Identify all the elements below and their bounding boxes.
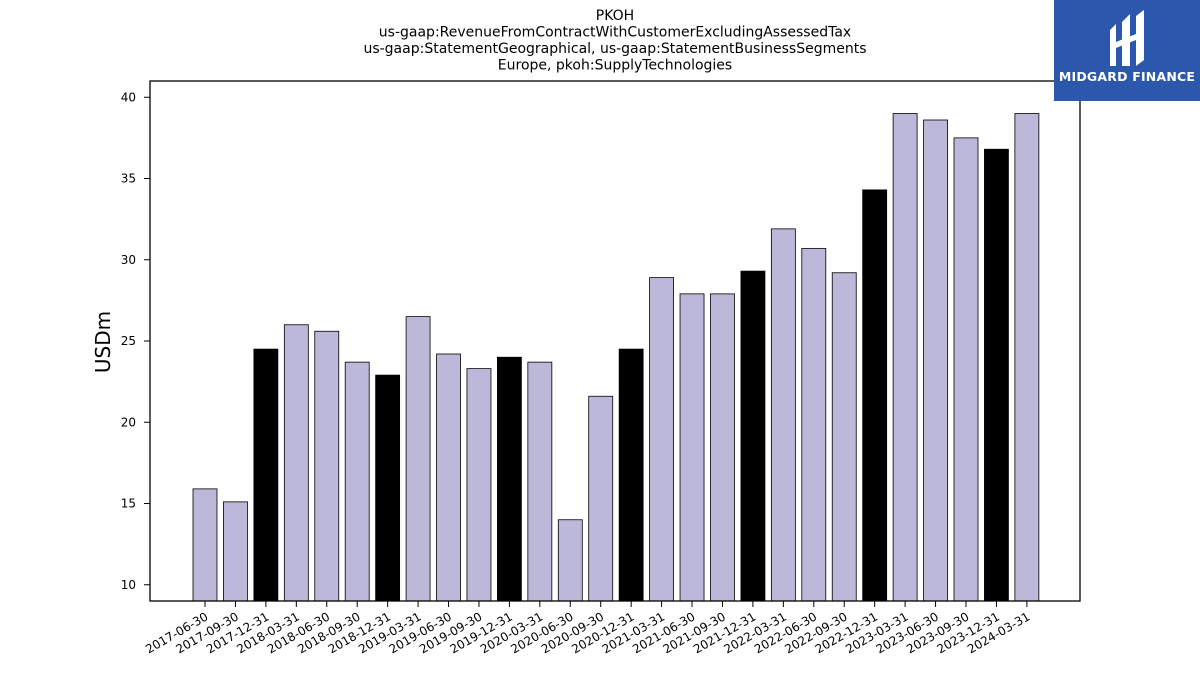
bar-2023-09-30	[953, 137, 979, 602]
bar-2020-09-30	[588, 395, 614, 602]
bar-2019-12-31	[496, 356, 522, 602]
bar-2021-09-30	[710, 293, 735, 602]
bar-2018-03-31	[283, 324, 309, 602]
bar-2017-06-30	[192, 488, 218, 602]
bar-2020-12-31	[618, 348, 644, 602]
bar-2018-06-30	[314, 330, 340, 602]
bar-2020-06-30	[557, 519, 583, 602]
y-tick-label: 10	[121, 578, 136, 592]
bar-2017-09-30	[223, 501, 248, 602]
brand-name: MIDGARD FINANCE	[1058, 69, 1196, 84]
y-axis: 10 15 20 25 30 35 40	[121, 90, 150, 592]
y-tick-label: 15	[121, 497, 136, 511]
bar-2022-03-31	[770, 228, 796, 602]
bars	[192, 113, 1040, 602]
y-tick-label: 30	[121, 253, 136, 267]
title-line: us-gaap:RevenueFromContractWithCustomerE…	[379, 25, 851, 41]
bar-2019-06-30	[436, 353, 461, 602]
chart-title: PKOHus-gaap:RevenueFromContractWithCusto…	[363, 8, 866, 74]
title-line: PKOH	[596, 8, 634, 24]
x-axis: 2017-06-302017-09-302017-12-312018-03-31…	[143, 601, 1032, 656]
bar-2021-12-31	[740, 270, 766, 602]
y-tick-label: 40	[121, 90, 136, 104]
y-tick-label: 20	[121, 415, 136, 429]
bar-2020-03-31	[527, 361, 553, 602]
y-tick-label: 25	[121, 334, 136, 348]
bar-2021-06-30	[679, 293, 705, 602]
brand-logo: MIDGARD FINANCE	[1054, 0, 1200, 101]
midgard-logo-icon	[1110, 10, 1144, 66]
bar-2018-09-30	[344, 361, 370, 602]
bar-2022-12-31	[862, 189, 888, 602]
bar-2022-09-30	[831, 272, 857, 602]
bar-2022-06-30	[801, 247, 827, 602]
y-tick-label: 35	[121, 172, 136, 186]
bar-2018-12-31	[375, 374, 401, 602]
bar-2023-12-31	[984, 148, 1009, 602]
bar-2017-12-31	[253, 348, 279, 602]
bar-2023-06-30	[923, 119, 948, 602]
bar-2019-09-30	[466, 368, 492, 602]
bar-2023-03-31	[892, 113, 918, 602]
bar-2024-03-31	[1014, 113, 1040, 602]
y-axis-label: USDm	[91, 311, 115, 373]
bar-2021-03-31	[649, 277, 674, 602]
bar-2019-03-31	[405, 316, 431, 602]
title-line: Europe, pkoh:SupplyTechnologies	[498, 58, 732, 74]
title-line: us-gaap:StatementGeographical, us-gaap:S…	[363, 41, 866, 57]
